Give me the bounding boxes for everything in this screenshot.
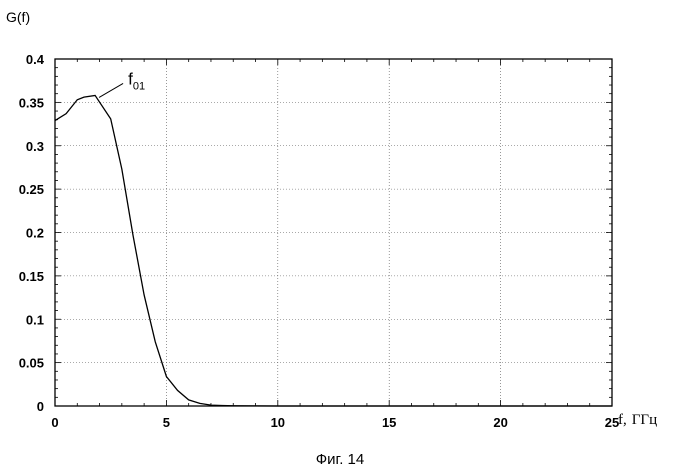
series-line: [55, 95, 612, 406]
annotation-leader-line: [99, 83, 123, 97]
y-tick-label: 0: [37, 399, 44, 414]
x-tick-label: 15: [382, 415, 396, 430]
peak-annotation: f01: [99, 69, 145, 97]
x-axis-title-symbol: f,: [618, 412, 627, 428]
annotation-label-subscript: 01: [133, 80, 145, 92]
grid: [55, 59, 612, 406]
axis-ticks: [55, 59, 612, 406]
y-tick-label: 0.35: [19, 95, 44, 110]
x-tick-labels: 0510152025: [51, 415, 619, 430]
y-tick-label: 0.25: [19, 182, 44, 197]
y-tick-label: 0.05: [19, 356, 44, 371]
y-tick-label: 0.2: [26, 226, 44, 241]
y-tick-label: 0.4: [26, 52, 45, 67]
x-tick-label: 0: [51, 415, 58, 430]
x-tick-label: 20: [493, 415, 507, 430]
figure-caption: Фиг. 14: [316, 451, 364, 468]
plot-area-frame: [55, 59, 612, 406]
y-tick-label: 0.3: [26, 139, 44, 154]
x-tick-label: 10: [271, 415, 285, 430]
y-axis-title: G(f): [6, 9, 30, 25]
x-axis-title: f, ГГц: [618, 412, 657, 428]
x-axis-title-unit: ГГц: [632, 412, 657, 428]
annotation-label: f01: [128, 69, 145, 92]
y-tick-label: 0.1: [26, 312, 44, 327]
x-tick-label: 5: [163, 415, 170, 430]
y-tick-labels: 0 0.05 0.1 0.15 0.2 0.25 0.3 0.35 0.4: [19, 52, 45, 414]
y-tick-label: 0.15: [19, 269, 44, 284]
